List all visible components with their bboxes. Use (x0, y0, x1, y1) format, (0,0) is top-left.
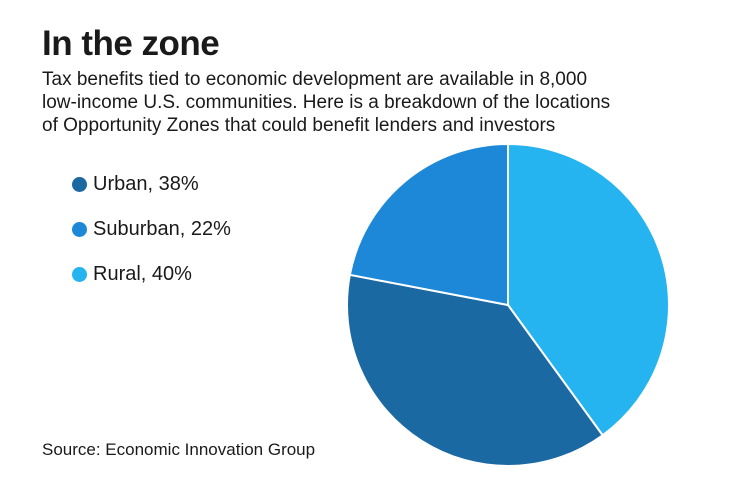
legend-label-urban: Urban, 38% (93, 173, 199, 195)
legend-swatch-rural (72, 267, 87, 282)
legend-item-suburban: Suburban, 22% (72, 207, 231, 252)
legend-item-urban: Urban, 38% (72, 162, 231, 207)
legend-swatch-suburban (72, 222, 87, 237)
chart-subtitle: Tax benefits tied to economic developmen… (42, 68, 722, 137)
pie-chart (346, 143, 670, 467)
legend-swatch-urban (72, 177, 87, 192)
source-note: Source: Economic Innovation Group (42, 440, 316, 459)
legend-label-rural: Rural, 40% (93, 263, 192, 285)
legend-item-rural: Rural, 40% (72, 252, 231, 297)
chart-legend: Urban, 38% Suburban, 22% Rural, 40% (72, 162, 231, 297)
pie-slice-rural (507, 143, 670, 437)
pie-slice-suburban (348, 143, 509, 306)
subtitle-line-3: of Opportunity Zones that could benefit … (42, 115, 556, 136)
pie-slice-urban (346, 273, 604, 467)
subtitle-line-2: low-income U.S. communities. Here is a b… (42, 92, 611, 113)
subtitle-line-1: Tax benefits tied to economic developmen… (42, 69, 588, 90)
chart-title: In the zone (42, 24, 220, 63)
legend-label-suburban: Suburban, 22% (93, 218, 231, 240)
